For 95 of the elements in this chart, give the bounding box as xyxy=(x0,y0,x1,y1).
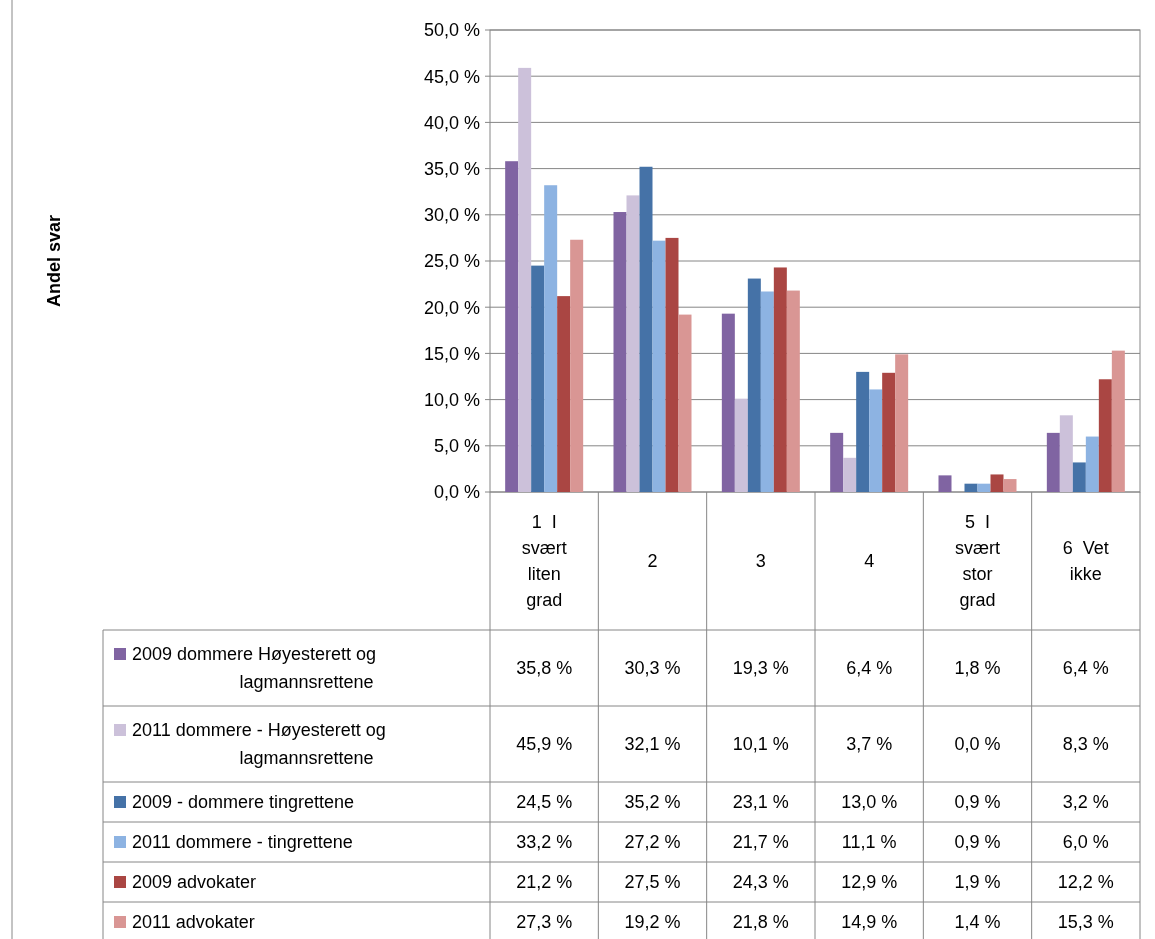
data-label: 27,3 % xyxy=(516,912,573,933)
y-tick-label: 50,0 % xyxy=(423,20,480,41)
bar xyxy=(734,398,748,492)
data-label: 27,2 % xyxy=(624,832,681,853)
x-tick-label: 2 xyxy=(647,551,658,572)
y-tick-label: 20,0 % xyxy=(423,297,480,318)
data-label: 6,0 % xyxy=(1062,832,1109,853)
y-tick-label: 15,0 % xyxy=(423,343,480,364)
bar xyxy=(518,67,532,492)
data-label: 24,3 % xyxy=(732,872,789,893)
data-label: 12,9 % xyxy=(841,872,898,893)
data-label: 21,2 % xyxy=(516,872,573,893)
bar xyxy=(613,212,627,492)
bar xyxy=(678,314,692,492)
bar xyxy=(964,483,978,492)
bar xyxy=(869,389,883,492)
data-label: 8,3 % xyxy=(1062,734,1109,755)
y-tick-label: 25,0 % xyxy=(423,251,480,272)
data-label: 0,9 % xyxy=(954,792,1001,813)
data-label: 32,1 % xyxy=(624,734,681,755)
y-tick-label: 35,0 % xyxy=(423,158,480,179)
data-label: 1,9 % xyxy=(954,872,1001,893)
bar xyxy=(652,240,666,492)
bar xyxy=(570,239,584,492)
bar xyxy=(760,291,774,492)
data-label: 45,9 % xyxy=(516,734,573,755)
bar xyxy=(786,290,800,492)
data-label: 6,4 % xyxy=(846,658,893,679)
bar xyxy=(721,313,735,492)
data-label: 27,5 % xyxy=(624,872,681,893)
data-label: 15,3 % xyxy=(1057,912,1114,933)
y-tick-label: 40,0 % xyxy=(423,112,480,133)
data-label: 33,2 % xyxy=(516,832,573,853)
data-label: 23,1 % xyxy=(732,792,789,813)
data-label: 35,2 % xyxy=(624,792,681,813)
text: Andel svar xyxy=(44,214,64,308)
bar xyxy=(990,474,1004,492)
bar xyxy=(639,166,653,492)
data-label: 3,2 % xyxy=(1062,792,1109,813)
legend-label: 2009 advokater xyxy=(132,872,257,893)
bar xyxy=(626,195,640,492)
data-label: 21,7 % xyxy=(732,832,789,853)
x-tick-label: 4 xyxy=(864,551,875,572)
bar xyxy=(977,483,991,492)
data-label: 21,8 % xyxy=(732,912,789,933)
bar xyxy=(557,296,571,492)
bar xyxy=(1072,462,1086,492)
bar xyxy=(1098,379,1112,492)
data-label: 12,2 % xyxy=(1057,872,1114,893)
data-label: 35,8 % xyxy=(516,658,573,679)
bar xyxy=(938,475,952,492)
data-label: 1,8 % xyxy=(954,658,1001,679)
legend-label: 2011 advokater xyxy=(132,912,255,933)
bar xyxy=(1003,479,1017,492)
data-label: 19,2 % xyxy=(624,912,681,933)
bar xyxy=(856,371,870,492)
bar xyxy=(830,432,844,492)
legend-label: 2009 dommere Høyesterett og lagmannsrettene xyxy=(132,644,377,693)
bar xyxy=(665,237,679,492)
y-tick-label: 5,0 % xyxy=(433,436,480,457)
legend-label: 2011 dommere - Høyesterett og lagmannsrettene xyxy=(132,720,386,769)
x-tick-label: 3 xyxy=(755,551,766,572)
bar xyxy=(895,354,909,492)
bar xyxy=(531,265,545,492)
bar xyxy=(1046,432,1060,492)
x-tick-label: 5 I svært stor grad xyxy=(955,512,1000,611)
data-label: 14,9 % xyxy=(841,912,898,933)
bar xyxy=(747,278,761,492)
legend-label: 2009 - dommere tingrettene xyxy=(132,792,355,813)
bar xyxy=(544,185,558,492)
data-label: 1,4 % xyxy=(954,912,1001,933)
bar xyxy=(843,457,857,492)
bar xyxy=(1059,415,1073,492)
data-label: 13,0 % xyxy=(841,792,898,813)
bar xyxy=(773,267,787,492)
y-tick-label: 45,0 % xyxy=(423,66,480,87)
x-tick-label: 1 I svært liten grad xyxy=(521,512,567,611)
bar xyxy=(1085,436,1099,492)
y-tick-label: 0,0 % xyxy=(433,482,480,503)
y-tick-label: 10,0 % xyxy=(423,389,480,410)
legend-label: 2011 dommere - tingrettene xyxy=(132,832,353,853)
data-label: 10,1 % xyxy=(732,734,789,755)
x-tick-label: 6 Vet ikke xyxy=(1062,538,1109,585)
bar xyxy=(505,161,519,492)
data-label: 0,9 % xyxy=(954,832,1001,853)
data-label: 19,3 % xyxy=(732,658,789,679)
data-label: 6,4 % xyxy=(1062,658,1109,679)
data-label: 0,0 % xyxy=(954,734,1001,755)
bar xyxy=(882,372,896,492)
data-label: 24,5 % xyxy=(516,792,573,813)
data-label: 30,3 % xyxy=(624,658,681,679)
bar xyxy=(1111,350,1125,492)
y-tick-label: 30,0 % xyxy=(423,205,480,226)
data-label: 3,7 % xyxy=(846,734,893,755)
data-label: 11,1 % xyxy=(841,832,897,853)
